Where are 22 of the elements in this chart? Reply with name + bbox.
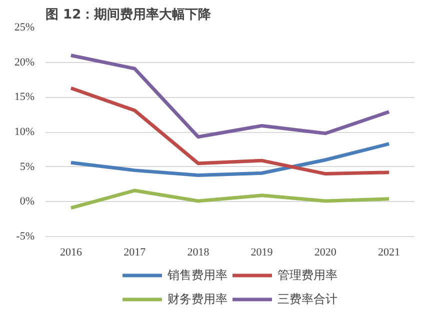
line-series	[69, 188, 391, 210]
y-tick-label: 10%	[14, 126, 35, 138]
x-tick-label: 2016	[60, 246, 82, 258]
line-series	[69, 142, 391, 177]
x-tick-label: 2021	[378, 246, 400, 258]
x-tick-label: 2017	[124, 246, 146, 258]
y-tick-label: 5%	[20, 160, 35, 173]
x-tick-label: 2018	[187, 246, 210, 258]
legend-label: 财务费用率	[168, 290, 228, 308]
legend-label: 管理费用率	[278, 266, 338, 284]
chart-title: 图 12：期间费用率大幅下降	[46, 6, 212, 22]
legend-label: 三费率合计	[278, 290, 338, 308]
y-tick-label: 0%	[20, 196, 35, 208]
legend-label: 销售费用率	[168, 266, 228, 284]
x-tick-label: 2020	[314, 246, 337, 258]
x-tick-label: 2019	[250, 246, 274, 258]
line-series	[69, 54, 391, 139]
line-series	[69, 86, 391, 176]
y-tick-label: 25%	[14, 22, 35, 34]
y-tick-label: -5%	[16, 230, 34, 242]
y-tick-label: 15%	[14, 91, 35, 104]
y-tick-label: 20%	[14, 56, 35, 68]
